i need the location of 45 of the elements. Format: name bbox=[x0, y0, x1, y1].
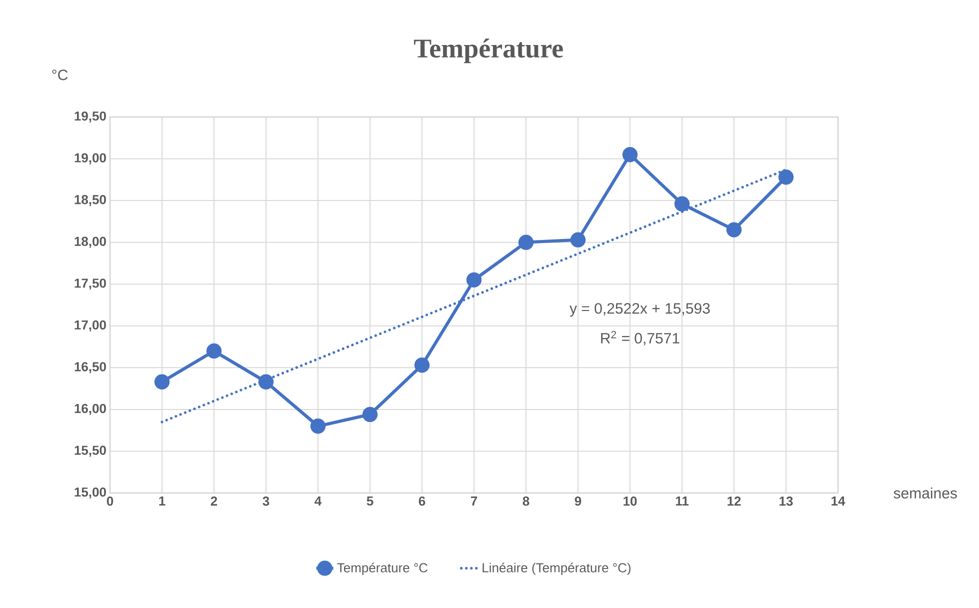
y-tick-label: 16,00 bbox=[74, 404, 106, 415]
annotation: y = 0,2522x + 15,593 bbox=[570, 303, 710, 317]
point bbox=[674, 196, 690, 212]
x-tick-label: 0 bbox=[106, 496, 114, 506]
y-tick-label: 18,00 bbox=[74, 236, 106, 248]
chart-title: Température bbox=[414, 38, 563, 64]
x-tick-label: 11 bbox=[676, 496, 689, 506]
x-tick-label: 13 bbox=[780, 496, 793, 506]
y-tick-label: 19,50 bbox=[74, 111, 106, 123]
x-tick-label: 4 bbox=[314, 496, 322, 506]
legend-label: Linéaire (Température °C) bbox=[482, 562, 630, 575]
x-tick-label: 9 bbox=[574, 496, 582, 506]
point bbox=[154, 374, 170, 390]
x-tick-label: 7 bbox=[470, 496, 478, 506]
legend-label: Température °C bbox=[337, 562, 428, 575]
y-tick-label: 17,00 bbox=[74, 320, 106, 332]
point bbox=[206, 343, 222, 359]
x-tick-label: 12 bbox=[728, 496, 741, 506]
annotation: R$^{2}$ = 0,7571 bbox=[601, 330, 680, 346]
y-tick-label: 17,50 bbox=[74, 278, 106, 290]
x-tick-label: 8 bbox=[522, 496, 530, 506]
y-axis-title: °C bbox=[52, 70, 68, 80]
x-tick-label: 1 bbox=[159, 496, 166, 506]
point bbox=[414, 358, 430, 373]
x-tick-label: 6 bbox=[418, 496, 426, 506]
point bbox=[310, 418, 326, 434]
y-tick-label: 15,50 bbox=[74, 446, 106, 457]
point bbox=[778, 170, 794, 185]
y-tick-label: 16,50 bbox=[74, 362, 106, 374]
x-tick-label: 10 bbox=[624, 496, 637, 506]
point bbox=[622, 147, 638, 162]
point bbox=[570, 232, 586, 248]
x-axis-title: semaines bbox=[894, 487, 957, 498]
point bbox=[466, 272, 482, 288]
y-tick-label: 15,00 bbox=[74, 487, 106, 499]
x-tick-label: 14 bbox=[832, 496, 846, 506]
x-tick-label: 3 bbox=[262, 496, 270, 506]
x-tick-label: 2 bbox=[210, 496, 218, 506]
point bbox=[362, 406, 378, 422]
point bbox=[726, 222, 742, 238]
point bbox=[258, 374, 274, 390]
y-tick-label: 19,00 bbox=[74, 153, 106, 164]
x-tick-label: 5 bbox=[366, 496, 374, 506]
point bbox=[518, 234, 534, 250]
y-tick-label: 18,50 bbox=[74, 195, 106, 206]
